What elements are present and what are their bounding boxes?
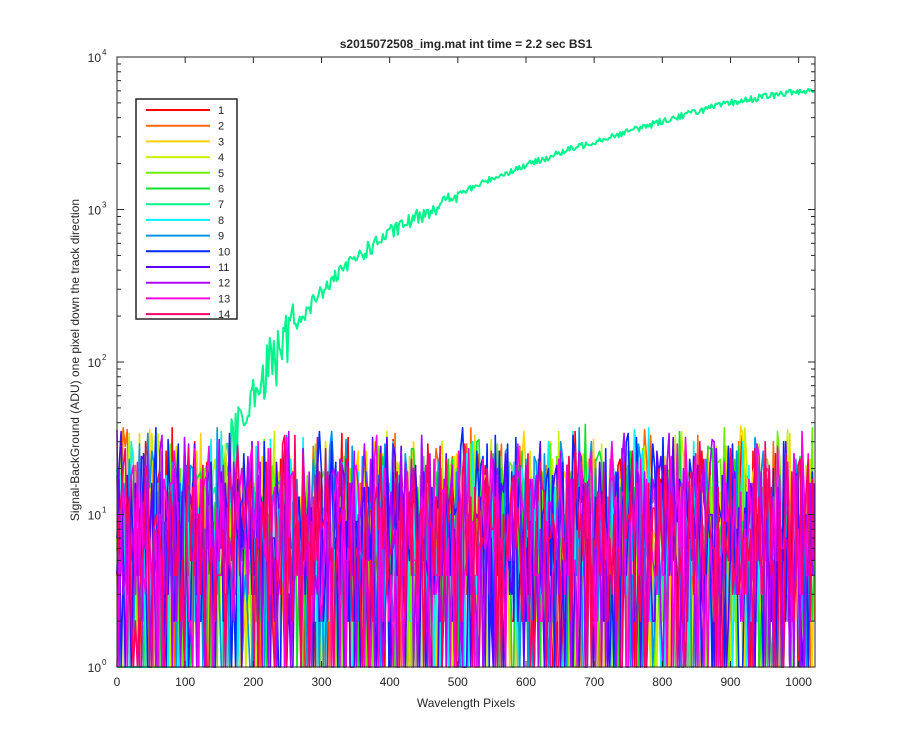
legend-label-12: 12 [218, 278, 230, 290]
legend-label-5: 5 [218, 168, 224, 180]
legend-label-7: 7 [218, 199, 224, 211]
legend-label-9: 9 [218, 231, 224, 243]
legend-label-13: 13 [218, 293, 230, 305]
y-tick-exponent: 1 [102, 506, 107, 515]
series-line-14 [116, 434, 816, 668]
x-tick-label: 500 [448, 675, 468, 689]
x-tick-label: 100 [175, 675, 195, 689]
x-axis: 0 100 200 300 400 500 600 700 800 900 1000 [114, 57, 812, 689]
series-line-7 [117, 87, 815, 668]
x-axis-label: Wavelength Pixels [417, 696, 515, 710]
x-tick-label: 1000 [785, 675, 812, 689]
y-axis-label: Signal-BackGround (ADU) one pixel down t… [68, 199, 82, 521]
legend-label-11: 11 [218, 262, 229, 274]
x-tick-label: 300 [311, 675, 331, 689]
legend-label-6: 6 [218, 184, 224, 196]
y-tick-label: 10 [88, 51, 102, 65]
y-tick-exponent: 3 [102, 201, 107, 210]
y-tick-label: 10 [88, 661, 102, 675]
legend-label-3: 3 [218, 136, 224, 148]
x-tick-label: 600 [516, 675, 536, 689]
y-tick-label: 10 [88, 509, 102, 523]
legend-label-8: 8 [218, 215, 224, 227]
legend-label-10: 10 [218, 246, 230, 258]
y-tick-exponent: 2 [102, 353, 107, 362]
y-tick-exponent: 0 [102, 658, 107, 667]
x-tick-label: 800 [652, 675, 672, 689]
x-tick-label: 0 [114, 675, 121, 689]
x-tick-label: 200 [243, 675, 263, 689]
y-tick-label: 10 [88, 204, 102, 218]
x-tick-label: 900 [720, 675, 740, 689]
y-tick-label: 10 [88, 356, 102, 370]
legend-label-14: 14 [218, 309, 230, 321]
legend-label-1: 1 [218, 105, 224, 117]
legend-label-2: 2 [218, 121, 224, 133]
x-tick-label: 400 [380, 675, 400, 689]
series-line-13 [116, 430, 816, 668]
legend-label-4: 4 [218, 152, 224, 164]
y-tick-exponent: 4 [102, 48, 107, 57]
x-tick-label: 700 [584, 675, 604, 689]
chart-title: s2015072508_img.mat int time = 2.2 sec B… [340, 37, 593, 51]
